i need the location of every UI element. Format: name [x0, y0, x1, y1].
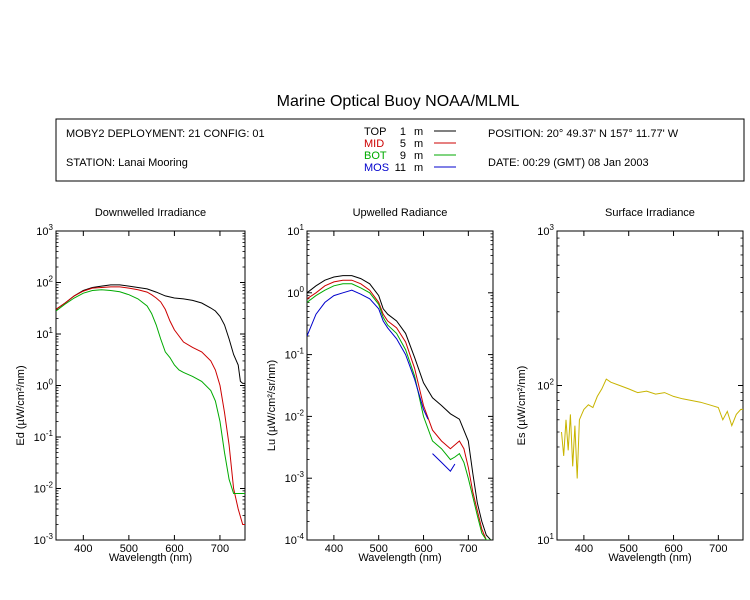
legend-item-bot: BOT 9 m [364, 150, 456, 162]
station-label: STATION: Lanai Mooring [66, 157, 188, 169]
y-tick-label: 10-1 [34, 429, 54, 444]
x-tick-label: 400 [74, 543, 92, 555]
y-tick-label: 10-3 [285, 470, 305, 485]
y-tick-label: 10-1 [285, 347, 305, 362]
legend-unit: m [414, 162, 423, 174]
plot-3: Surface Irradiance 400 500 600 700 Wavelength… [516, 207, 744, 564]
y-tick-label: 103 [537, 223, 554, 238]
series-group [56, 284, 245, 525]
legend-depth: 1 [400, 126, 406, 138]
series-line-top [307, 275, 492, 540]
y-axis-label: Es (µW/cm²/nm) [516, 366, 528, 446]
legend-depth: 11 [395, 162, 406, 174]
y-tick-label: 102 [36, 275, 53, 290]
info-panel: MOBY2 DEPLOYMENT: 21 CONFIG: 01 STATION:… [55, 118, 745, 182]
plot-2: Upwelled Radiance 400 500 600 700 Wavelength … [266, 207, 494, 564]
x-tick-label: 400 [575, 543, 593, 555]
plots: Downwelled Irradiance 400 500 600 700 Wavelen… [15, 207, 744, 564]
plot-frame [55, 230, 246, 541]
legend-depth: 9 [400, 150, 406, 162]
x-tick-label: 700 [459, 543, 477, 555]
y-tick-label: 102 [537, 378, 554, 393]
x-tick-label: 600 [165, 543, 183, 555]
x-axis-label: Wavelength (nm) [358, 552, 441, 564]
y-tick-label: 101 [36, 326, 53, 341]
position-label: POSITION: 20° 49.37' N 157° 11.77' W [488, 128, 679, 140]
legend-item-top: TOP 1 m [364, 126, 456, 138]
page-title: Marine Optical Buoy NOAA/MLML [277, 93, 520, 110]
y-tick-label: 101 [287, 223, 304, 238]
series-line-mid [307, 279, 491, 540]
series-line-bot [56, 289, 245, 494]
x-tick-label: 500 [120, 543, 138, 555]
x-tick-label: 500 [620, 543, 638, 555]
y-axis-label: Lu (µW/cm²/sr/nm) [266, 360, 278, 451]
legend-unit: m [414, 150, 423, 162]
legend-name: BOT [364, 150, 387, 162]
y-tick-label: 100 [36, 378, 53, 393]
x-tick-label: 600 [414, 543, 432, 555]
plot-title: Upwelled Radiance [353, 207, 448, 219]
series-line-mid [56, 286, 245, 525]
y-axis-label: Ed (µW/cm²/nm) [15, 365, 27, 445]
x-tick-label: 500 [370, 543, 388, 555]
plot-title: Downwelled Irradiance [95, 207, 206, 219]
legend-unit: m [414, 138, 423, 150]
y-tick-label: 10-3 [34, 532, 54, 547]
series-line-bot [307, 283, 491, 540]
legend-name: MID [364, 138, 384, 150]
plot-title: Surface Irradiance [605, 207, 695, 219]
info-box [55, 118, 745, 182]
series-group [307, 275, 492, 540]
y-tick-label: 100 [287, 285, 304, 300]
y-tick-label: 103 [36, 223, 53, 238]
legend-unit: m [414, 126, 423, 138]
series-group [561, 378, 743, 479]
deployment-label: MOBY2 DEPLOYMENT: 21 CONFIG: 01 [66, 128, 265, 140]
y-tick-label: 10-2 [285, 408, 305, 423]
legend-item-mos: MOS 11 m [364, 162, 456, 174]
plot-1: Downwelled Irradiance 400 500 600 700 Wavelen… [15, 207, 246, 564]
x-tick-label: 600 [664, 543, 682, 555]
x-axis-label: Wavelength (nm) [109, 552, 192, 564]
y-tick-label: 10-4 [285, 532, 305, 547]
x-tick-label: 700 [709, 543, 727, 555]
series-line-es [561, 378, 743, 479]
x-tick-label: 700 [211, 543, 229, 555]
y-tick-label: 10-2 [34, 481, 54, 496]
plot-frame [306, 230, 494, 541]
date-label: DATE: 00:29 (GMT) 08 Jan 2003 [488, 157, 649, 169]
legend-depth: 5 [400, 138, 406, 150]
legend-name: TOP [364, 126, 386, 138]
series-line-mos [307, 289, 429, 420]
x-tick-label: 400 [325, 543, 343, 555]
y-tick-label: 101 [537, 532, 554, 547]
legend-item-mid: MID 5 m [364, 138, 456, 150]
x-axis-label: Wavelength (nm) [608, 552, 691, 564]
series-line-top [56, 284, 245, 384]
series-line-mos-segment [432, 453, 456, 472]
plot-frame [556, 230, 744, 541]
legend-name: MOS [364, 162, 389, 174]
